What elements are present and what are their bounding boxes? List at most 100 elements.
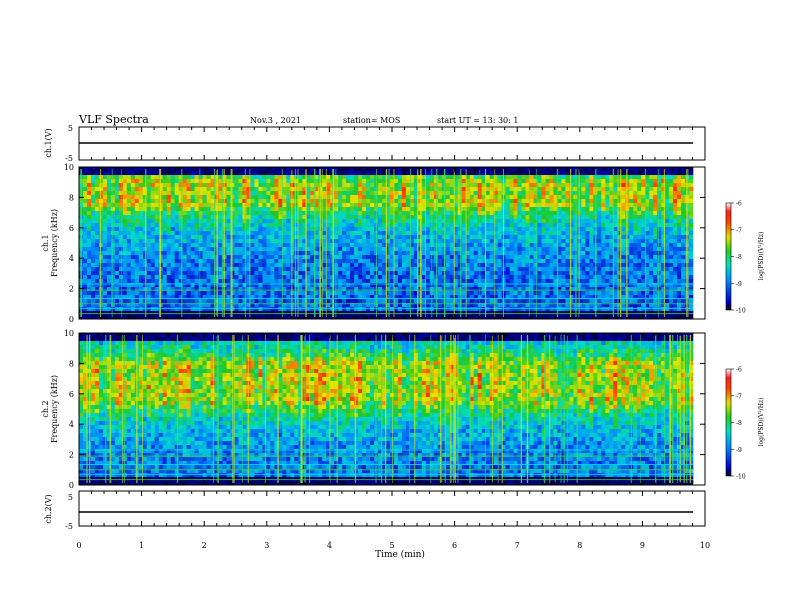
- spectrogram-cell: [449, 251, 455, 256]
- spectrogram-cell: [589, 211, 594, 216]
- spectrogram-cell: [366, 303, 371, 308]
- spectrogram-cell: [274, 291, 279, 296]
- spectrogram-cell: [234, 191, 239, 196]
- spectrogram-cell: [497, 295, 502, 300]
- spectrogram-cell: [258, 299, 263, 304]
- spectrogram-cell: [485, 203, 490, 208]
- spectrogram-cell: [358, 279, 363, 284]
- spectrogram-cell: [457, 279, 463, 284]
- spectrogram-cell: [549, 243, 554, 248]
- spectrogram-cell: [505, 311, 510, 316]
- spectrogram-cell: [238, 299, 243, 304]
- spectrogram-cell: [545, 167, 550, 172]
- spectrogram-cell: [533, 279, 538, 284]
- spectrogram-cell: [82, 315, 88, 320]
- spectrogram-cell: [166, 211, 171, 216]
- spectrogram-cell: [94, 187, 100, 192]
- spectrogram-cell: [106, 311, 112, 316]
- spectrogram-cell: [393, 231, 399, 236]
- spectrogram-cell: [465, 299, 471, 304]
- spectrogram-cell: [581, 255, 586, 260]
- spectrogram-cell: [537, 275, 542, 280]
- spectrogram-cell: [350, 215, 355, 220]
- spectrogram-cell: [569, 279, 574, 284]
- spectrogram-cell: [569, 291, 574, 296]
- spectrogram-cell: [186, 199, 191, 204]
- spectrogram-cell: [521, 223, 526, 228]
- spectrogram-cell: [366, 215, 371, 220]
- spectrogram-cell: [206, 211, 211, 216]
- spectrogram-cell: [270, 179, 275, 184]
- spectrogram-cell: [310, 243, 315, 248]
- spectrogram-cell: [314, 211, 319, 216]
- spectrogram-cell: [553, 235, 558, 240]
- spectrogram-cell: [114, 243, 120, 248]
- spectrogram-cell: [302, 247, 307, 252]
- spectrogram-cell: [114, 215, 120, 220]
- spectrogram-cell: [182, 279, 187, 284]
- spectrogram-cell: [242, 219, 247, 224]
- spectrogram-cell: [138, 255, 144, 260]
- spectrogram-cell: [254, 187, 259, 192]
- spectrogram-cell: [525, 223, 530, 228]
- spectrogram-cell: [170, 315, 175, 320]
- spectrogram-cell: [346, 307, 351, 312]
- spectrogram-cell: [290, 311, 295, 316]
- spectrogram-cell: [405, 299, 411, 304]
- spectrogram-cell: [306, 179, 311, 184]
- spectrogram-cell: [258, 279, 263, 284]
- spectrogram-cell: [90, 195, 96, 200]
- spectrogram-cell: [417, 187, 423, 192]
- spectrogram-cell: [314, 251, 319, 256]
- spectrogram-cell: [481, 267, 486, 272]
- spectrogram-cell: [553, 175, 558, 180]
- spectrogram-cell: [405, 191, 411, 196]
- spectrogram-cell: [186, 223, 191, 228]
- spectrogram-cell: [409, 203, 415, 208]
- spectrogram-cell: [306, 195, 311, 200]
- spectrogram-cell: [294, 295, 299, 300]
- spectrogram-cell: [94, 231, 100, 236]
- spectrogram-cell: [370, 211, 375, 216]
- spectrogram-cell: [218, 283, 223, 288]
- spectrogram-cell: [497, 171, 502, 176]
- spectrogram-cell: [266, 195, 271, 200]
- spectrogram-cell: [182, 291, 187, 296]
- spectrogram-cell: [378, 251, 383, 256]
- spectrogram-cell: [282, 203, 287, 208]
- spectrogram-cell: [258, 223, 263, 228]
- spectrogram-cell: [386, 283, 391, 288]
- spectrogram-cell: [230, 275, 235, 280]
- spectrogram-cell: [90, 295, 96, 300]
- spectrogram-cell: [589, 227, 594, 232]
- spectrogram-cell: [378, 315, 383, 320]
- spectrogram-cell: [334, 171, 339, 176]
- spectrogram-cell: [497, 167, 502, 172]
- spectrogram-cell: [413, 235, 419, 240]
- spectrogram-cell: [565, 263, 570, 268]
- spectrogram-cell: [218, 303, 223, 308]
- spectrogram-cell: [549, 279, 554, 284]
- spectrogram-cell: [322, 271, 327, 276]
- spectrogram-cell: [314, 275, 319, 280]
- spectrogram-cell: [461, 251, 467, 256]
- spectrogram-cell: [525, 303, 530, 308]
- spectrogram-cell: [489, 287, 494, 292]
- spectrogram-cell: [473, 187, 478, 192]
- spectrogram-cell: [286, 263, 291, 268]
- spectrogram-cell: [513, 291, 518, 296]
- spectrogram-cell: [513, 179, 518, 184]
- spectrogram-cell: [254, 219, 259, 224]
- spectrogram-cell: [493, 295, 498, 300]
- spectrogram-cell: [505, 175, 510, 180]
- spectrogram-cell: [521, 295, 526, 300]
- spectrogram-cell: [270, 311, 275, 316]
- spectrogram-cell: [246, 315, 251, 320]
- spectrogram-cell: [162, 275, 168, 280]
- spectrogram-cell: [178, 263, 183, 268]
- spectrogram-cell: [270, 167, 275, 172]
- spectrogram-cell: [174, 251, 179, 256]
- spectrogram-cell: [230, 295, 235, 300]
- spectrogram-cell: [493, 283, 498, 288]
- spectrogram-cell: [366, 231, 371, 236]
